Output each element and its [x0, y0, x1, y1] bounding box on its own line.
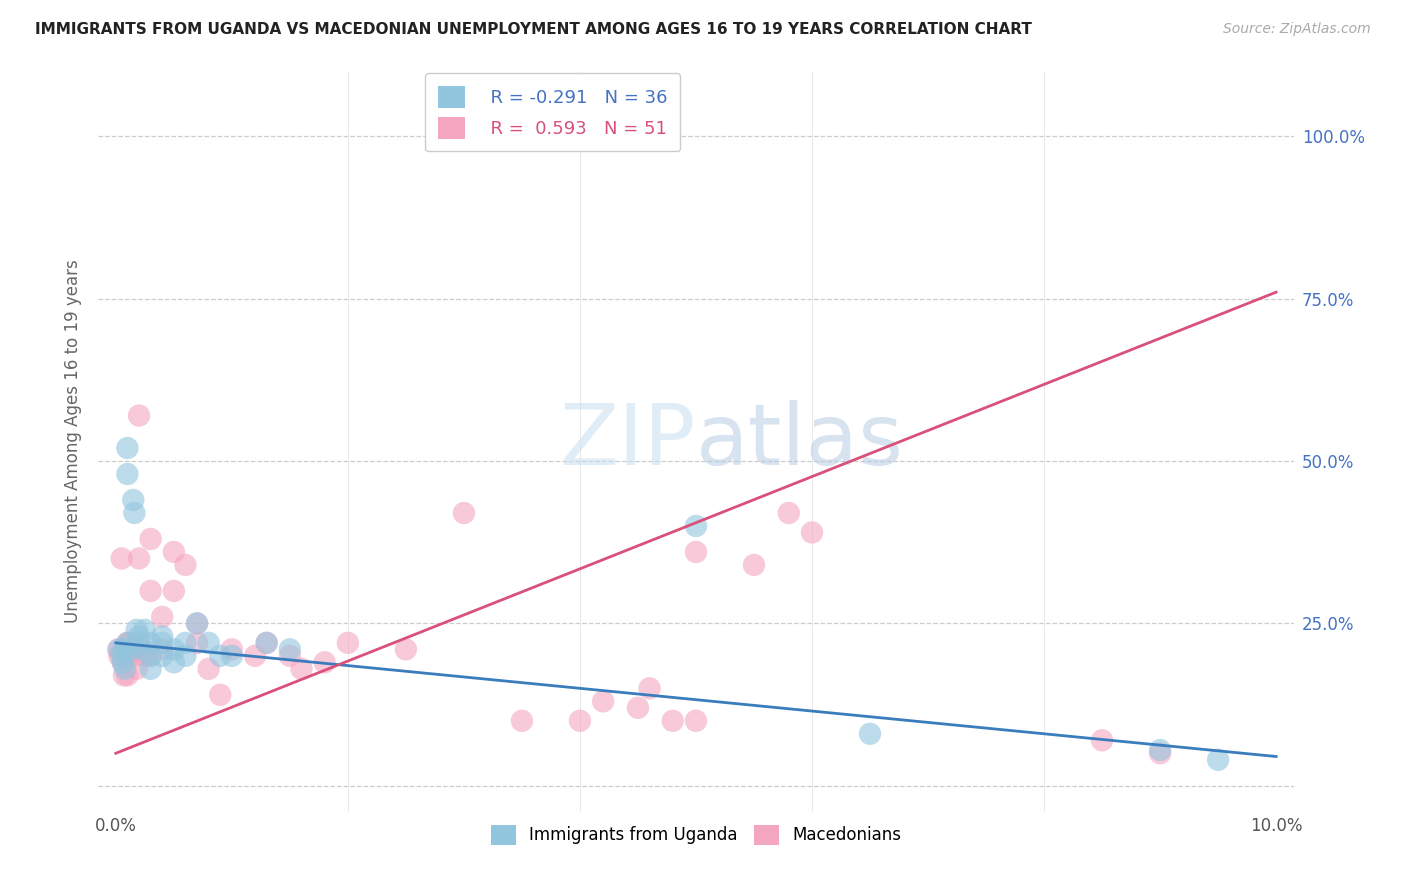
Point	[1206, 753, 1229, 767]
Point	[118, 636, 141, 650]
Point	[122, 493, 145, 508]
Point	[125, 662, 148, 676]
Point	[568, 714, 591, 728]
Point	[186, 636, 208, 650]
Point	[150, 610, 173, 624]
Point	[209, 688, 232, 702]
Text: IMMIGRANTS FROM UGANDA VS MACEDONIAN UNEMPLOYMENT AMONG AGES 16 TO 19 YEARS CORR: IMMIGRANTS FROM UGANDA VS MACEDONIAN UNE…	[35, 22, 1032, 37]
Point	[117, 668, 139, 682]
Point	[197, 636, 219, 650]
Point	[124, 506, 146, 520]
Point	[134, 623, 156, 637]
Point	[131, 642, 153, 657]
Point	[150, 629, 173, 643]
Point	[209, 648, 232, 663]
Point	[197, 662, 219, 676]
Point	[336, 636, 359, 650]
Point	[108, 642, 131, 657]
Point	[163, 583, 186, 598]
Point	[1149, 743, 1171, 757]
Point	[742, 558, 765, 572]
Point	[395, 642, 418, 657]
Point	[174, 648, 197, 663]
Point	[139, 648, 162, 663]
Point	[117, 441, 139, 455]
Point	[139, 648, 162, 663]
Point	[592, 694, 614, 708]
Point	[139, 662, 162, 676]
Point	[186, 616, 208, 631]
Point	[107, 642, 129, 657]
Point	[117, 636, 139, 650]
Point	[685, 545, 707, 559]
Point	[221, 648, 243, 663]
Point	[150, 642, 173, 657]
Point	[278, 642, 301, 657]
Point	[111, 656, 134, 670]
Point	[685, 519, 707, 533]
Point	[134, 648, 156, 663]
Legend: Immigrants from Uganda, Macedonians: Immigrants from Uganda, Macedonians	[484, 818, 908, 852]
Point	[117, 636, 139, 650]
Point	[290, 662, 312, 676]
Point	[1091, 733, 1114, 747]
Point	[112, 668, 135, 682]
Point	[125, 623, 148, 637]
Point	[128, 551, 150, 566]
Point	[1149, 746, 1171, 760]
Point	[108, 648, 131, 663]
Point	[139, 636, 162, 650]
Point	[124, 648, 146, 663]
Point	[122, 642, 145, 657]
Point	[174, 558, 197, 572]
Point	[139, 583, 162, 598]
Text: ZIP: ZIP	[560, 400, 696, 483]
Point	[111, 648, 134, 663]
Point	[139, 532, 162, 546]
Point	[120, 642, 142, 657]
Point	[314, 656, 336, 670]
Point	[163, 656, 186, 670]
Point	[174, 636, 197, 650]
Point	[114, 662, 136, 676]
Point	[186, 616, 208, 631]
Point	[117, 467, 139, 481]
Point	[111, 551, 134, 566]
Point	[859, 727, 882, 741]
Point	[163, 642, 186, 657]
Point	[221, 642, 243, 657]
Point	[685, 714, 707, 728]
Point	[801, 525, 824, 540]
Point	[150, 648, 173, 663]
Text: Source: ZipAtlas.com: Source: ZipAtlas.com	[1223, 22, 1371, 37]
Point	[638, 681, 661, 696]
Point	[128, 636, 150, 650]
Point	[661, 714, 683, 728]
Point	[510, 714, 533, 728]
Point	[278, 648, 301, 663]
Point	[128, 629, 150, 643]
Point	[112, 642, 135, 657]
Point	[128, 409, 150, 423]
Point	[627, 701, 650, 715]
Point	[243, 648, 266, 663]
Point	[131, 642, 153, 657]
Point	[453, 506, 475, 520]
Point	[128, 636, 150, 650]
Point	[778, 506, 800, 520]
Point	[163, 545, 186, 559]
Point	[111, 656, 134, 670]
Point	[117, 648, 139, 663]
Point	[150, 636, 173, 650]
Text: atlas: atlas	[696, 400, 904, 483]
Point	[256, 636, 278, 650]
Point	[256, 636, 278, 650]
Y-axis label: Unemployment Among Ages 16 to 19 years: Unemployment Among Ages 16 to 19 years	[65, 260, 83, 624]
